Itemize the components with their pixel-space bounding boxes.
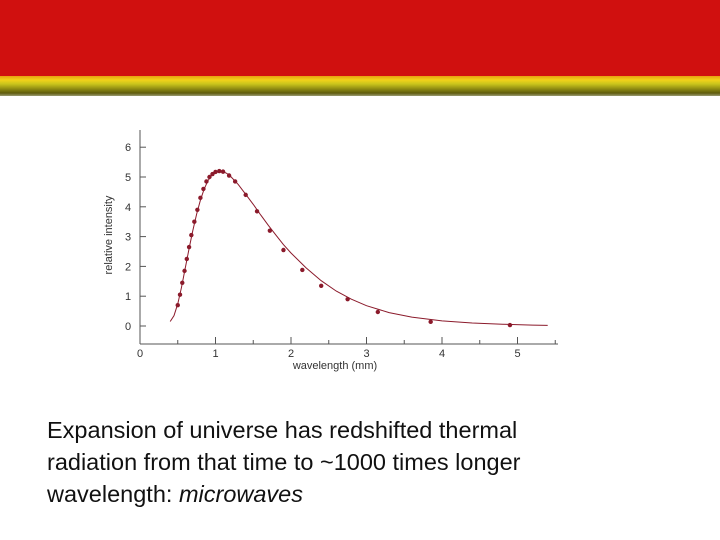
caption-line-3: wavelength: microwaves: [47, 478, 687, 510]
chart-axes: [139, 130, 558, 345]
data-point: [213, 169, 218, 175]
blackbody-chart: 0 1 2 3 4 5 6 0 1 2 3 4 5 relative intensity wavele…: [103, 130, 558, 372]
y-tick-label: 2: [125, 261, 131, 273]
data-point: [345, 296, 350, 302]
data-point: [267, 228, 273, 233]
x-tick-label: 2: [288, 348, 294, 360]
data-point: [180, 280, 185, 285]
data-point: [243, 192, 248, 198]
data-point: [184, 256, 190, 262]
data-point: [189, 232, 194, 238]
y-tick-label: 4: [125, 202, 131, 214]
data-point: [375, 309, 381, 315]
caption-line-1: Expansion of universe has redshifted the…: [47, 417, 518, 443]
title-banner: [0, 0, 720, 96]
data-point: [177, 292, 183, 297]
data-point: [217, 168, 222, 174]
data-point: [300, 267, 305, 273]
y-ticks: 0 1 2 3 4 5 6: [125, 142, 146, 333]
y-tick-label: 5: [125, 172, 131, 184]
data-point: [319, 283, 324, 288]
fit-curve: [169, 170, 548, 326]
y-tick-label: 6: [125, 142, 131, 154]
data-point: [175, 302, 180, 308]
x-tick-label: 3: [363, 348, 369, 360]
data-point: [220, 169, 226, 174]
data-point: [192, 219, 197, 224]
x-ticks: 0 1 2 3 4 5: [137, 337, 556, 360]
data-point: [428, 319, 433, 325]
x-tick-label: 5: [514, 348, 520, 360]
data-point: [232, 179, 238, 184]
data-point: [198, 195, 203, 201]
data-point: [226, 173, 232, 178]
y-tick-label: 1: [125, 291, 131, 303]
y-tick-label: 3: [125, 232, 131, 244]
data-point: [201, 186, 206, 192]
data-point: [507, 322, 513, 328]
caption: Expansion of universe has redshifted the…: [47, 414, 687, 510]
x-tick-label: 0: [137, 348, 143, 360]
y-axis-label: relative intensity: [103, 195, 115, 274]
caption-emphasis: microwaves: [178, 481, 304, 507]
caption-line-2: radiation from that time to ~1000 times …: [47, 449, 521, 475]
data-points: [175, 168, 513, 328]
data-point: [254, 209, 260, 214]
caption-line-3-text: wavelength:: [47, 481, 179, 507]
data-point: [195, 207, 200, 212]
data-point: [281, 247, 286, 253]
data-point: [186, 244, 192, 250]
data-point: [182, 268, 187, 274]
x-axis-label: wavelength (mm): [292, 360, 377, 372]
data-point: [207, 174, 212, 180]
x-tick-label: 4: [439, 348, 445, 360]
y-tick-label: 0: [125, 321, 131, 333]
data-point: [204, 179, 209, 184]
x-tick-label: 1: [212, 348, 218, 360]
